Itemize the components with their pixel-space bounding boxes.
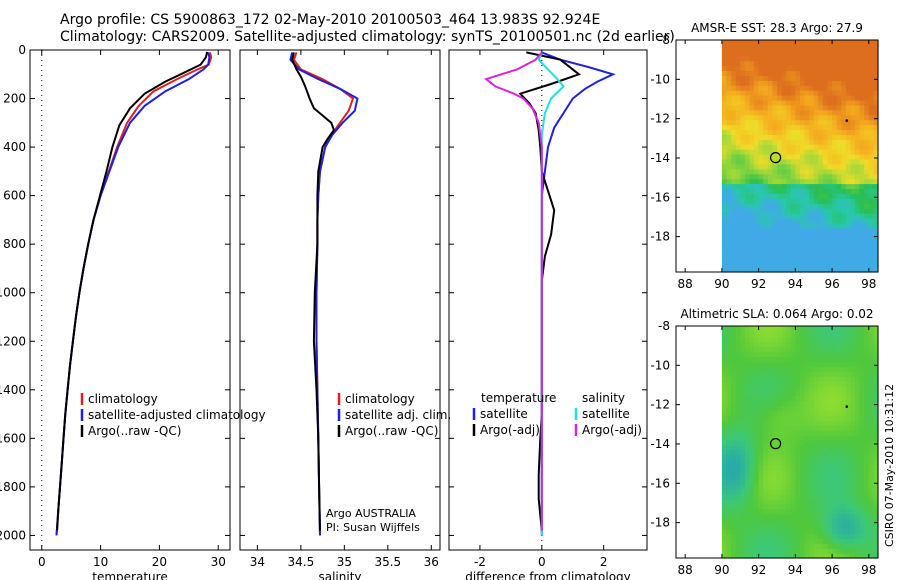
x-tick-label: 94 bbox=[788, 563, 803, 577]
series-line-temperature-satellite bbox=[540, 51, 616, 536]
x-tick-label: 96 bbox=[824, 277, 839, 291]
legend-header-salinity: salinity bbox=[582, 391, 625, 405]
x-tick-label: 35 bbox=[337, 555, 352, 569]
y-tick-label: -12 bbox=[650, 398, 670, 412]
y-tick-label: 1400 bbox=[0, 383, 26, 397]
legend-label: Argo(-adj) bbox=[582, 423, 642, 437]
y-tick-label: -8 bbox=[658, 33, 670, 47]
argo-country-annotation: Argo AUSTRALIA bbox=[326, 507, 416, 520]
legend-label: satellite bbox=[480, 407, 528, 421]
y-tick-label: -16 bbox=[650, 476, 670, 490]
y-tick-label: -8 bbox=[658, 319, 670, 333]
x-tick-label: 90 bbox=[714, 563, 729, 577]
legend-label: satellite adj. clim. bbox=[345, 408, 451, 422]
x-tick-label: 92 bbox=[751, 563, 766, 577]
x-axis-label: salinity bbox=[318, 570, 361, 580]
x-tick-label: 34 bbox=[250, 555, 265, 569]
y-tick-label: -16 bbox=[650, 190, 670, 204]
sla-map-title: Altimetric SLA: 0.064 Argo: 0.02 bbox=[680, 307, 873, 321]
sst-map-title: AMSR-E SST: 28.3 Argo: 27.9 bbox=[691, 21, 863, 35]
legend-label: satellite-adjusted climatology bbox=[88, 408, 266, 422]
legend-label: Argo(-adj) bbox=[480, 423, 540, 437]
y-tick-label: 200 bbox=[3, 92, 26, 106]
x-tick-label: 30 bbox=[211, 555, 226, 569]
y-tick-label: 2000 bbox=[0, 528, 26, 542]
temperature-panel: 0 10 20 30 0 200 400 600 800 1000 1200 1400 1600 1800… bbox=[0, 43, 266, 580]
y-tick-label: 1600 bbox=[0, 431, 26, 445]
y-tick-label: -14 bbox=[650, 437, 670, 451]
y-tick-label: 1000 bbox=[0, 286, 26, 300]
legend-label: climatology bbox=[88, 392, 158, 406]
reference-dot bbox=[845, 119, 849, 122]
x-tick-label: 10 bbox=[93, 555, 108, 569]
plot-frame bbox=[239, 49, 441, 551]
series-line-salinity-argo-adj- bbox=[483, 51, 543, 531]
y-tick-label: 600 bbox=[3, 189, 26, 203]
y-tick-label: -12 bbox=[650, 112, 670, 126]
x-axis-label: difference from climatology bbox=[465, 570, 631, 580]
y-tick-label: 400 bbox=[3, 140, 26, 154]
profile-title: Argo profile: CS 5900863_172 02-May-2010… bbox=[60, 12, 601, 28]
legend-label: Argo(..raw -QC) bbox=[345, 424, 438, 438]
legend-label: satellite bbox=[582, 407, 630, 421]
legend-label: Argo(..raw -QC) bbox=[88, 424, 181, 438]
x-tick-label: 20 bbox=[152, 555, 167, 569]
timestamp-stamp: CSIRO 07-May-2010 10:31:12 bbox=[883, 384, 896, 547]
y-tick-label: 0 bbox=[18, 43, 26, 57]
sla-map-panel: 88 90 92 94 96 98 -8 -10 -12 -14 -16 -18 Altimetric … bbox=[650, 307, 879, 577]
x-tick-label: 88 bbox=[678, 277, 693, 291]
series-line-temperature-argo-adj- bbox=[518, 51, 581, 531]
x-tick-label: 92 bbox=[751, 277, 766, 291]
x-tick-label: 36 bbox=[424, 555, 439, 569]
y-tick-label: 1800 bbox=[0, 480, 26, 494]
x-tick-label: 2 bbox=[600, 555, 608, 569]
y-tick-label: -18 bbox=[650, 516, 670, 530]
argo-position-marker bbox=[770, 438, 782, 450]
x-tick-label: 0 bbox=[38, 555, 46, 569]
series-line-argo-raw-qc- bbox=[56, 51, 209, 531]
x-tick-label: 94 bbox=[788, 277, 803, 291]
x-tick-label: 98 bbox=[861, 563, 876, 577]
x-tick-label: -2 bbox=[474, 555, 486, 569]
climatology-subtitle: Climatology: CARS2009. Satellite-adjuste… bbox=[60, 29, 675, 45]
x-tick-label: 98 bbox=[861, 277, 876, 291]
map-frame bbox=[675, 39, 879, 273]
pi-annotation: PI: Susan Wijffels bbox=[326, 521, 420, 534]
x-tick-label: 88 bbox=[678, 563, 693, 577]
salinity-panel: 34 34.5 35 35.5 36 salinity climatology satelli… bbox=[239, 49, 451, 580]
x-tick-label: 90 bbox=[714, 277, 729, 291]
x-tick-label: 35.5 bbox=[374, 555, 401, 569]
legend-header-temperature: temperature bbox=[481, 391, 556, 405]
y-tick-label: -14 bbox=[650, 151, 670, 165]
series-line-climatology bbox=[292, 52, 355, 536]
series-line-satellite-adj-clim- bbox=[289, 52, 359, 536]
map-frame bbox=[675, 325, 879, 559]
y-tick-label: -10 bbox=[650, 358, 670, 372]
plot-frame bbox=[448, 49, 648, 551]
x-tick-label: 0 bbox=[538, 555, 546, 569]
x-axis-label: temperature bbox=[92, 570, 167, 580]
x-tick-label: 96 bbox=[824, 563, 839, 577]
plot-frame bbox=[29, 49, 231, 551]
sla-field bbox=[721, 326, 879, 559]
y-tick-label: -18 bbox=[650, 230, 670, 244]
y-tick-label: -10 bbox=[650, 72, 670, 86]
y-tick-label: 1200 bbox=[0, 334, 26, 348]
series-line-argo-raw-qc- bbox=[291, 52, 336, 531]
x-tick-label: 34.5 bbox=[288, 555, 315, 569]
argo-position-marker bbox=[770, 152, 782, 164]
legend-label: climatology bbox=[345, 392, 415, 406]
sst-field bbox=[721, 40, 879, 273]
y-tick-label: 800 bbox=[3, 237, 26, 251]
sst-map-panel: 88 90 92 94 96 98 -8 -10 -12 -14 -16 -18 AMSR-E SST:… bbox=[650, 21, 879, 291]
reference-dot bbox=[845, 405, 849, 408]
